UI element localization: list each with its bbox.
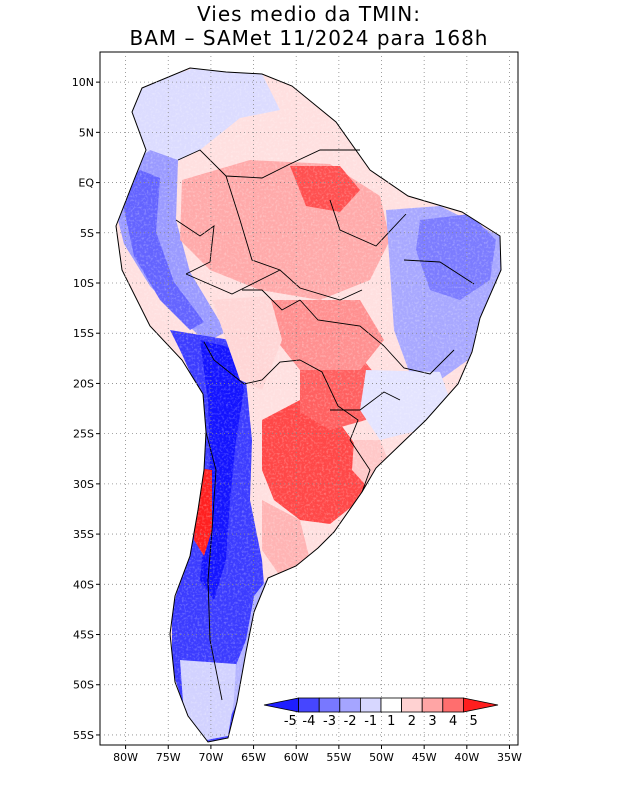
border-state-a [242,289,301,311]
colorbar-swatch [359,697,382,713]
lat-label: 5N [79,126,94,139]
border-state-d [383,345,455,375]
colorbar-label: 4 [449,714,457,729]
border-state-f [225,175,281,271]
colorbar-label: -4 [302,714,315,729]
colorbar-label: -5 [284,714,297,729]
colorbar-swatch [421,697,444,713]
border-state-c [329,199,407,247]
longitude-labels: 80W 75W 70W 65W 60W 55W 50W 45W 40W 35W [113,745,522,764]
map-title-line2: BAM – SAMet 11/2024 para 168h [129,26,489,50]
lon-label: 50W [369,751,394,764]
lat-label: 10S [73,277,94,290]
lat-label: 30S [73,478,94,491]
lon-label: 55W [326,751,351,764]
lon-label: 70W [198,751,223,764]
lat-label: 15S [73,327,94,340]
colorbar-label: 5 [470,714,478,729]
colorbar-label: -2 [344,714,357,729]
lat-label: EQ [78,177,94,190]
colorbar-label: -1 [364,714,377,729]
colorbar-label: -3 [323,714,336,729]
lat-label: 50S [73,679,94,692]
border-state-b [299,299,385,347]
colorbar: -5 -4 -3 -2 -1 1 2 3 4 5 [263,697,499,729]
border-uruguay [349,439,371,493]
colorbar-label: 2 [408,714,416,729]
lat-label: 5S [80,227,94,240]
colorbar-swatch [401,697,423,713]
colorbar-swatch [298,697,320,713]
colorbar-swatch [442,697,464,713]
lat-label: 40S [73,578,94,591]
country-borders [175,149,475,701]
lat-label: 45S [73,629,94,642]
lon-label: 45W [412,751,437,764]
lon-label: 65W [241,751,266,764]
border-state-e [330,391,401,411]
colorbar-swatch [380,697,403,713]
lon-label: 35W [497,751,522,764]
lon-label: 75W [156,751,181,764]
graticule [100,52,518,745]
colorbar-max-arrow [462,697,499,713]
lat-label: 55S [73,729,94,742]
latitude-labels: 10N 5N EQ 5S 10S 15S 20S 25S 30S 35S 40S 45S 50S 55S [72,76,100,742]
lon-label: 40W [454,751,479,764]
lat-label: 10N [72,76,94,89]
border-peru-brazil [175,219,215,275]
lon-label: 80W [113,751,138,764]
lat-label: 35S [73,528,94,541]
colorbar-label: 3 [428,714,436,729]
map-title-line1: Vies medio da TMIN: [197,2,421,26]
lat-label: 20S [73,377,94,390]
border-paraguay [299,359,359,441]
border-state-g [403,259,475,285]
colorbar-swatch [318,697,341,713]
border-chile-argentina [205,431,223,701]
colorbar-swatch [339,697,361,713]
border-north [177,149,360,179]
lat-label: 25S [73,428,94,441]
border-bolivia-brazil [185,269,363,301]
lon-label: 60W [284,751,309,764]
border-bolivia-south [203,341,301,385]
colorbar-label: 1 [387,714,395,729]
